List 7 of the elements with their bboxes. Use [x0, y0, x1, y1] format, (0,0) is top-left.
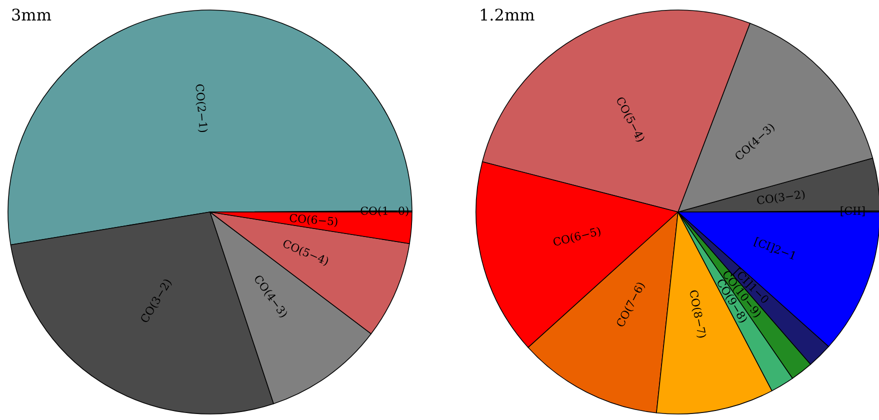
slice-label: CO(6−5) [288, 212, 339, 229]
slice-label: CO(3−2) [756, 188, 806, 208]
slice-label: CO(8−7) [686, 288, 708, 340]
slice-label: CO(2−1) [192, 83, 210, 134]
chart-title: 3mm [11, 6, 52, 24]
chart-title: 1.2mm [479, 6, 535, 24]
slice-label: CO(6−5) [552, 224, 602, 250]
